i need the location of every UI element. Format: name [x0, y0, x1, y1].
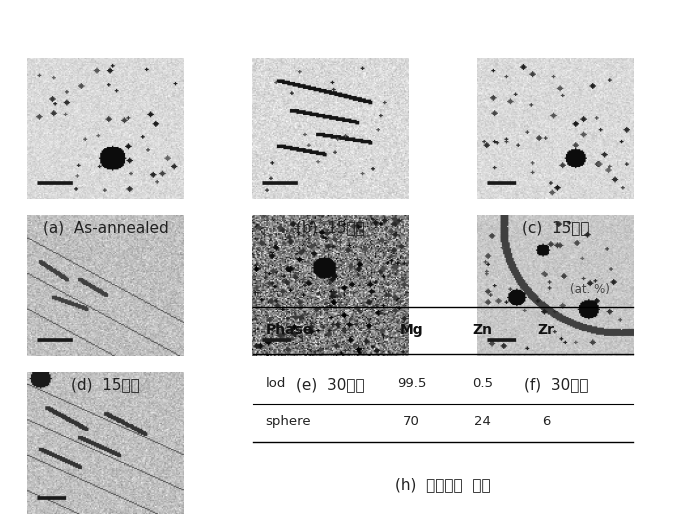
Text: (c)  15시간: (c) 15시간	[522, 220, 589, 235]
Text: (f)  30시간: (f) 30시간	[524, 377, 588, 392]
Text: 0.5: 0.5	[473, 377, 493, 390]
Text: 24: 24	[475, 414, 491, 428]
Text: Phase: Phase	[265, 323, 312, 336]
Text: 6: 6	[542, 414, 550, 428]
Text: Zr: Zr	[537, 323, 554, 336]
Text: (a)  As-annealed: (a) As-annealed	[43, 220, 168, 235]
Text: sphere: sphere	[265, 414, 311, 428]
Text: (d)  15시간: (d) 15시간	[72, 377, 140, 392]
Text: (h)  석출물의  조성: (h) 석출물의 조성	[396, 477, 491, 492]
Text: Zn: Zn	[473, 323, 493, 336]
Text: (e)  30시간: (e) 30시간	[297, 377, 365, 392]
Text: (at. %): (at. %)	[569, 283, 610, 296]
Text: lod: lod	[265, 377, 286, 390]
Text: Mg: Mg	[400, 323, 424, 336]
Text: 99.5: 99.5	[397, 377, 426, 390]
Text: 70: 70	[403, 414, 420, 428]
Text: (b)  15시간: (b) 15시간	[297, 220, 365, 235]
